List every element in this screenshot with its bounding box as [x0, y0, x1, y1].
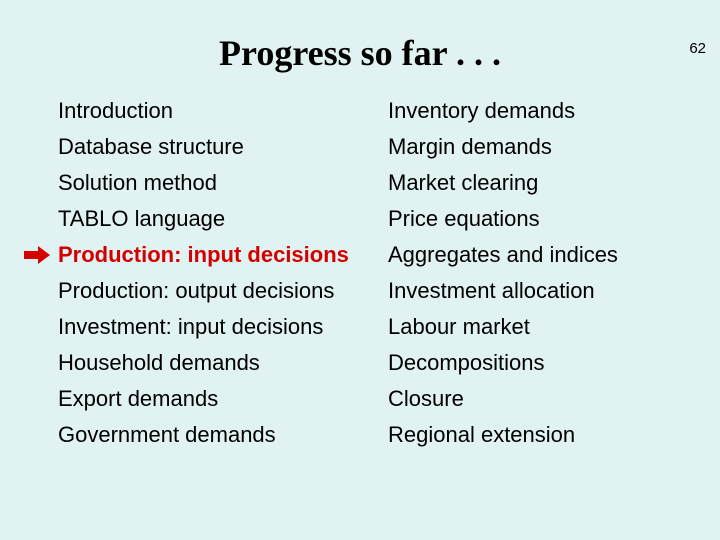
- list-item-current: Production: input decisions: [58, 244, 388, 266]
- list-item: Investment: input decisions: [58, 316, 388, 338]
- list-item: Investment allocation: [388, 280, 688, 302]
- page-number: 62: [689, 40, 706, 57]
- list-item: Regional extension: [388, 424, 688, 446]
- right-column: Inventory demands Margin demands Market …: [388, 100, 688, 460]
- list-item: Aggregates and indices: [388, 244, 688, 266]
- arrow-right-icon: [24, 246, 50, 264]
- list-item-label: Production: input decisions: [58, 242, 349, 267]
- list-item: Market clearing: [388, 172, 688, 194]
- list-item: Production: output decisions: [58, 280, 388, 302]
- list-item: Introduction: [58, 100, 388, 122]
- list-item: Inventory demands: [388, 100, 688, 122]
- page-title: Progress so far . . .: [0, 32, 720, 74]
- list-item: Export demands: [58, 388, 388, 410]
- list-item: Price equations: [388, 208, 688, 230]
- list-item: Solution method: [58, 172, 388, 194]
- left-column: Introduction Database structure Solution…: [58, 100, 388, 460]
- list-item: Government demands: [58, 424, 388, 446]
- list-item: Decompositions: [388, 352, 688, 374]
- list-item: TABLO language: [58, 208, 388, 230]
- list-item: Margin demands: [388, 136, 688, 158]
- list-item: Database structure: [58, 136, 388, 158]
- list-item: Household demands: [58, 352, 388, 374]
- list-item: Closure: [388, 388, 688, 410]
- content-columns: Introduction Database structure Solution…: [0, 100, 720, 460]
- list-item: Labour market: [388, 316, 688, 338]
